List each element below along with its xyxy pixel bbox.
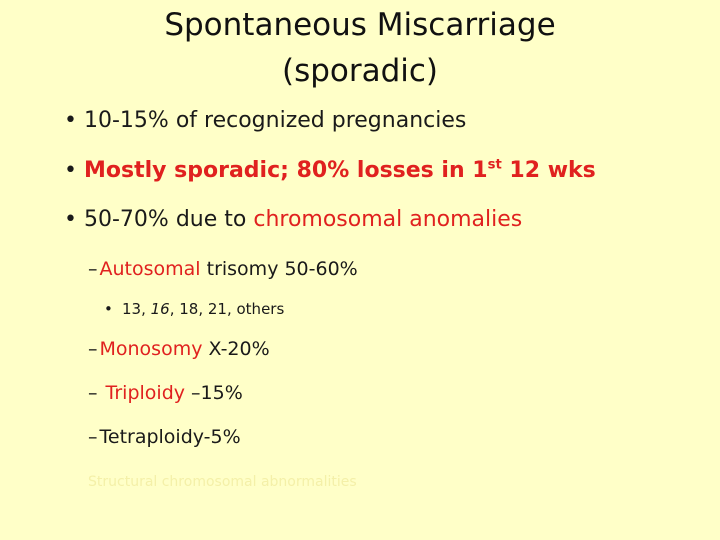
bullet-1-text: 10-15% of recognized pregnancies — [84, 108, 467, 133]
dash-marker: – — [88, 382, 104, 404]
sub-item-1-text-a: Autosomal — [99, 258, 201, 280]
sub-item-1-text-b: trisomy 50-60% — [200, 258, 358, 280]
sub-sub-text-b: 16 — [150, 300, 170, 318]
bullet-marker: • — [64, 108, 77, 133]
bullet-marker: • — [104, 300, 113, 318]
bullet-marker: • — [64, 207, 77, 232]
bullet-3-text-b: chromosomal anomalies — [253, 207, 523, 232]
bullet-2-text-a: Mostly sporadic; 80% losses in 1 — [84, 158, 488, 183]
sub-item-3-text-b: –15% — [185, 382, 243, 404]
bullet-marker: • — [64, 158, 77, 183]
dash-marker: – — [88, 338, 98, 360]
sub-item-4-text-a: Tetraploidy-5% — [99, 426, 241, 448]
sub-item-tetraploidy: – Tetraploidy-5% — [88, 426, 241, 448]
sub-item-2-text-a: Monosomy — [99, 338, 203, 360]
sub-sub-text-c: , 18, 21, others — [169, 300, 285, 318]
title-line-1: Spontaneous Miscarriage — [164, 7, 556, 43]
sub-item-triploidy: – Triploidy –15% — [88, 382, 243, 404]
slide-title: Spontaneous Miscarriage (sporadic) — [100, 2, 620, 94]
dash-marker: – — [88, 426, 98, 448]
title-line-2: (sporadic) — [281, 53, 439, 89]
sub-item-2-text-b: X-20% — [202, 338, 270, 360]
sub-sub-item-trisomies: • 13, 16, 18, 21, others — [104, 300, 284, 318]
sub-item-3-text-a: Triploidy — [105, 382, 185, 404]
sub-sub-text-a: 13, — [122, 300, 151, 318]
bullet-2: • Mostly sporadic; 80% losses in 1st 12 w… — [64, 158, 596, 183]
bullet-3-text-a: 50-70% due to — [84, 207, 254, 232]
bullet-2-text: Mostly sporadic; 80% losses in 1st 12 wk… — [84, 158, 596, 183]
sub-item-autosomal: – Autosomal trisomy 50-60% — [88, 258, 358, 280]
bullet-1: • 10-15% of recognized pregnancies — [64, 108, 466, 133]
sub-item-monosomy: – Monosomy X-20% — [88, 338, 270, 360]
bullet-2-superscript: st — [487, 157, 502, 173]
dash-marker: – — [88, 258, 98, 280]
bullet-3: • 50-70% due to chromosomal anomalies — [64, 207, 522, 232]
faint-text: Structural chromosomal abnormalities — [88, 474, 357, 490]
bullet-2-text-b: 12 wks — [501, 158, 596, 183]
